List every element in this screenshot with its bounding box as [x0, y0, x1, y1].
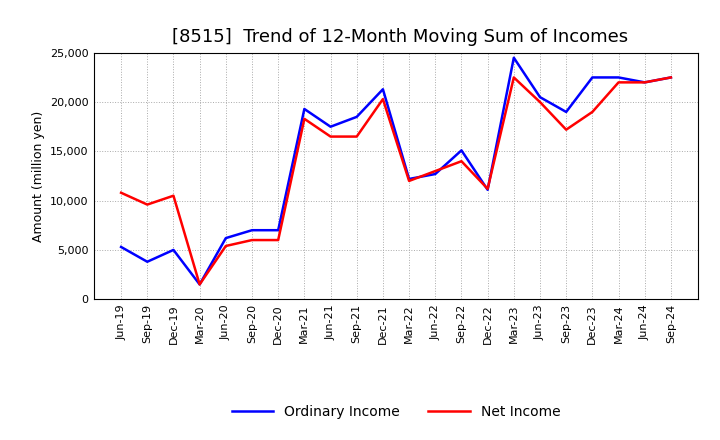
Ordinary Income: [562, 109, 570, 114]
Ordinary Income: [614, 75, 623, 80]
Net Income: [614, 80, 623, 85]
Y-axis label: Amount (million yen): Amount (million yen): [32, 110, 45, 242]
Net Income: [405, 178, 413, 183]
Net Income: [326, 134, 335, 139]
Net Income: [274, 238, 282, 243]
Net Income: [352, 134, 361, 139]
Ordinary Income: [536, 95, 544, 100]
Ordinary Income: [117, 244, 125, 249]
Ordinary Income: [457, 148, 466, 153]
Net Income: [143, 202, 152, 207]
Ordinary Income: [326, 124, 335, 129]
Net Income: [195, 282, 204, 287]
Net Income: [457, 158, 466, 164]
Net Income: [483, 186, 492, 191]
Ordinary Income: [483, 187, 492, 192]
Ordinary Income: [169, 247, 178, 253]
Net Income: [562, 127, 570, 132]
Ordinary Income: [222, 235, 230, 241]
Net Income: [222, 243, 230, 249]
Net Income: [431, 169, 440, 174]
Net Income: [379, 96, 387, 102]
Ordinary Income: [667, 75, 675, 80]
Ordinary Income: [510, 55, 518, 60]
Ordinary Income: [405, 176, 413, 182]
Net Income: [300, 116, 309, 121]
Ordinary Income: [352, 114, 361, 120]
Line: Ordinary Income: Ordinary Income: [121, 58, 671, 284]
Ordinary Income: [248, 227, 256, 233]
Ordinary Income: [300, 106, 309, 112]
Ordinary Income: [274, 227, 282, 233]
Ordinary Income: [588, 75, 597, 80]
Net Income: [169, 193, 178, 198]
Ordinary Income: [431, 172, 440, 177]
Ordinary Income: [195, 282, 204, 287]
Net Income: [117, 190, 125, 195]
Net Income: [510, 75, 518, 80]
Ordinary Income: [379, 87, 387, 92]
Net Income: [667, 75, 675, 80]
Net Income: [536, 99, 544, 105]
Ordinary Income: [143, 259, 152, 264]
Text: [8515]  Trend of 12-Month Moving Sum of Incomes: [8515] Trend of 12-Month Moving Sum of I…: [172, 28, 629, 46]
Line: Net Income: Net Income: [121, 77, 671, 284]
Legend: Ordinary Income, Net Income: Ordinary Income, Net Income: [226, 400, 566, 425]
Net Income: [588, 109, 597, 114]
Net Income: [248, 238, 256, 243]
Ordinary Income: [640, 80, 649, 85]
Net Income: [640, 80, 649, 85]
